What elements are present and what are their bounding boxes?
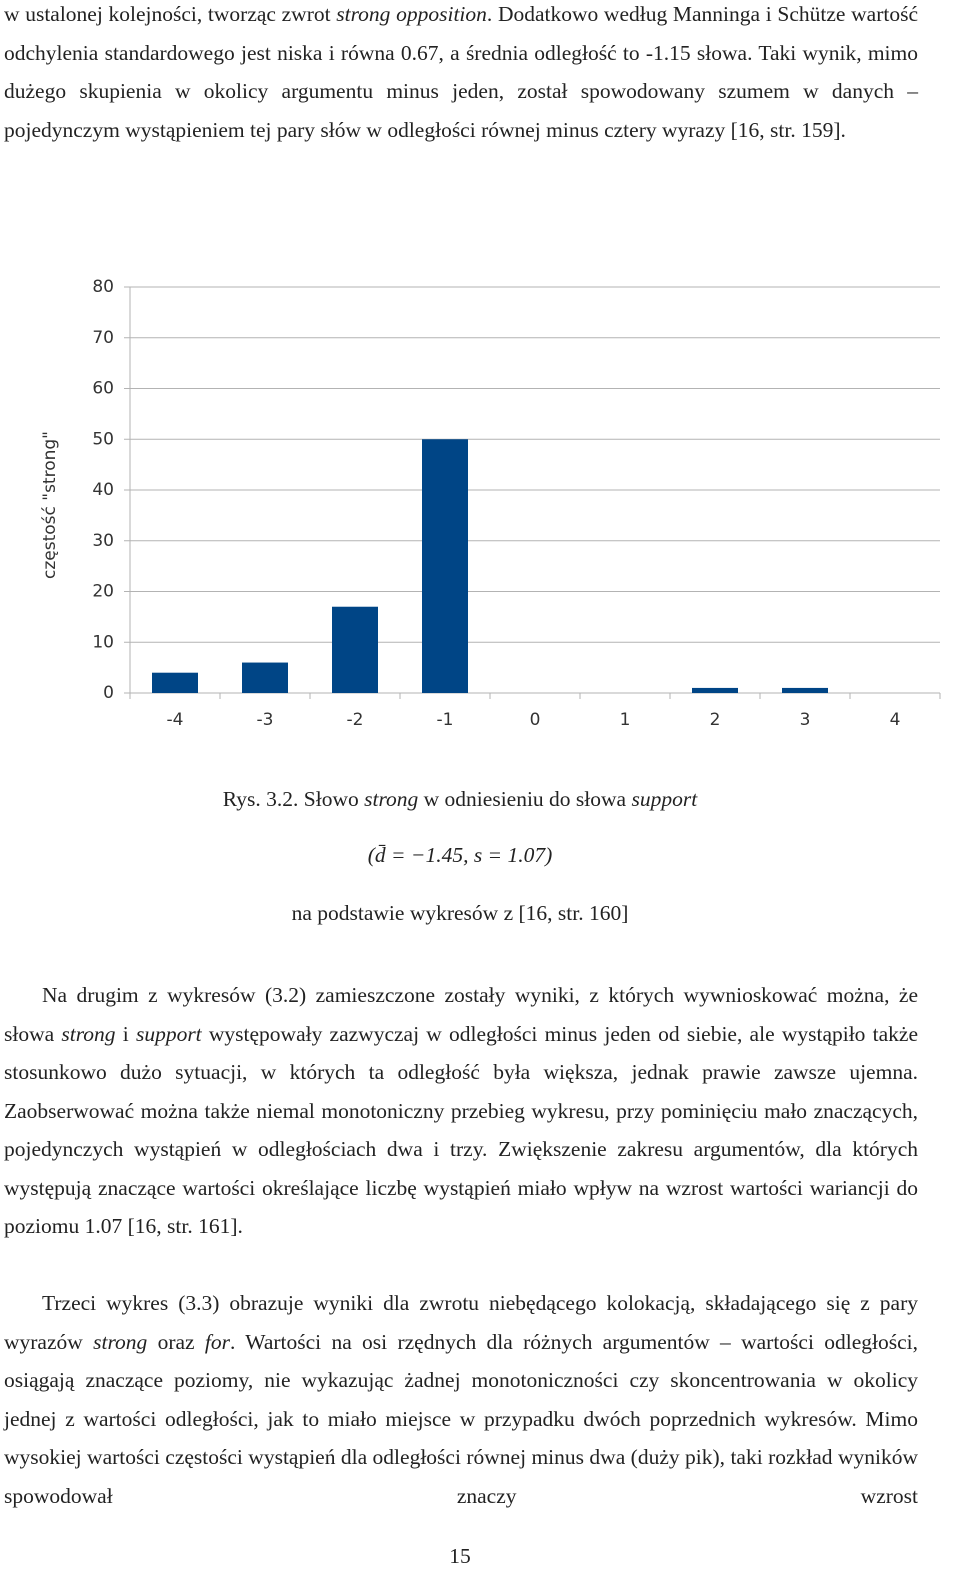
text-run: Na drugim z wykresów (3.2) zamieszczone …	[4, 983, 918, 1046]
text-run: i	[115, 1021, 136, 1046]
bar	[692, 687, 738, 693]
text-run: support	[631, 787, 698, 811]
y-tick-label: 30	[92, 531, 114, 551]
caption-title: Rys. 3.2. Słowo strong w odniesieniu do …	[0, 787, 920, 812]
y-tick-label: 10	[92, 632, 114, 652]
text-run: występowały zazwyczaj w odległości minus…	[4, 1021, 918, 1239]
x-tick-label: -3	[257, 710, 274, 730]
caption-formula: (d̄ = −1.45, s = 1.07)	[367, 843, 553, 867]
text-run: . Wartości na osi rzędnych dla różnych a…	[4, 1329, 918, 1508]
paragraph: w ustalonej kolejności, tworząc zwrot st…	[4, 0, 918, 149]
y-tick-label: 60	[92, 379, 114, 399]
x-tick-label: -2	[347, 710, 364, 730]
y-axis-label: częstość "strong"	[40, 431, 60, 579]
text-run: Rys. 3.2. Słowo	[222, 787, 365, 811]
bar	[782, 687, 828, 693]
text-run: oraz	[147, 1329, 205, 1354]
y-tick-label: 20	[92, 582, 114, 602]
caption-source: na podstawie wykresów z [16, str. 160]	[291, 901, 629, 925]
x-tick-label: 1	[620, 710, 631, 730]
text-run: w odniesieniu do słowa	[418, 787, 632, 811]
bar	[152, 672, 198, 693]
text-run: . Dodatkowo według Manninga i Schütze wa…	[4, 2, 918, 142]
x-tick-label: -1	[437, 710, 454, 730]
x-tick-label: -4	[167, 710, 184, 730]
text-run: strong	[93, 1329, 148, 1354]
y-tick-label: 80	[92, 277, 114, 297]
y-tick-label: 50	[92, 429, 114, 449]
x-tick-label: 4	[890, 710, 901, 730]
paragraph: Na drugim z wykresów (3.2) zamieszczone …	[4, 976, 918, 1246]
x-tick-label: 2	[710, 710, 721, 730]
x-tick-label: 0	[530, 710, 541, 730]
bar	[332, 606, 378, 693]
text-run: strong	[61, 1021, 116, 1046]
text-run: strong opposition	[336, 2, 487, 26]
y-tick-label: 0	[103, 683, 114, 703]
text-run: Trzeci wykres (3.3) obrazuje wyniki dla …	[4, 1291, 918, 1354]
page-number: 15	[449, 1544, 471, 1568]
y-tick-label: 70	[92, 328, 114, 348]
bar	[422, 439, 468, 693]
text-run: w ustalonej kolejności, tworząc zwrot	[4, 2, 337, 26]
text-run: strong	[364, 787, 419, 811]
x-tick-label: 3	[800, 710, 811, 730]
text-run: for	[204, 1329, 230, 1354]
text-run: support	[135, 1021, 202, 1046]
paragraph: Trzeci wykres (3.3) obrazuje wyniki dla …	[4, 1284, 918, 1515]
y-tick-label: 40	[92, 480, 114, 500]
bar	[242, 662, 288, 693]
